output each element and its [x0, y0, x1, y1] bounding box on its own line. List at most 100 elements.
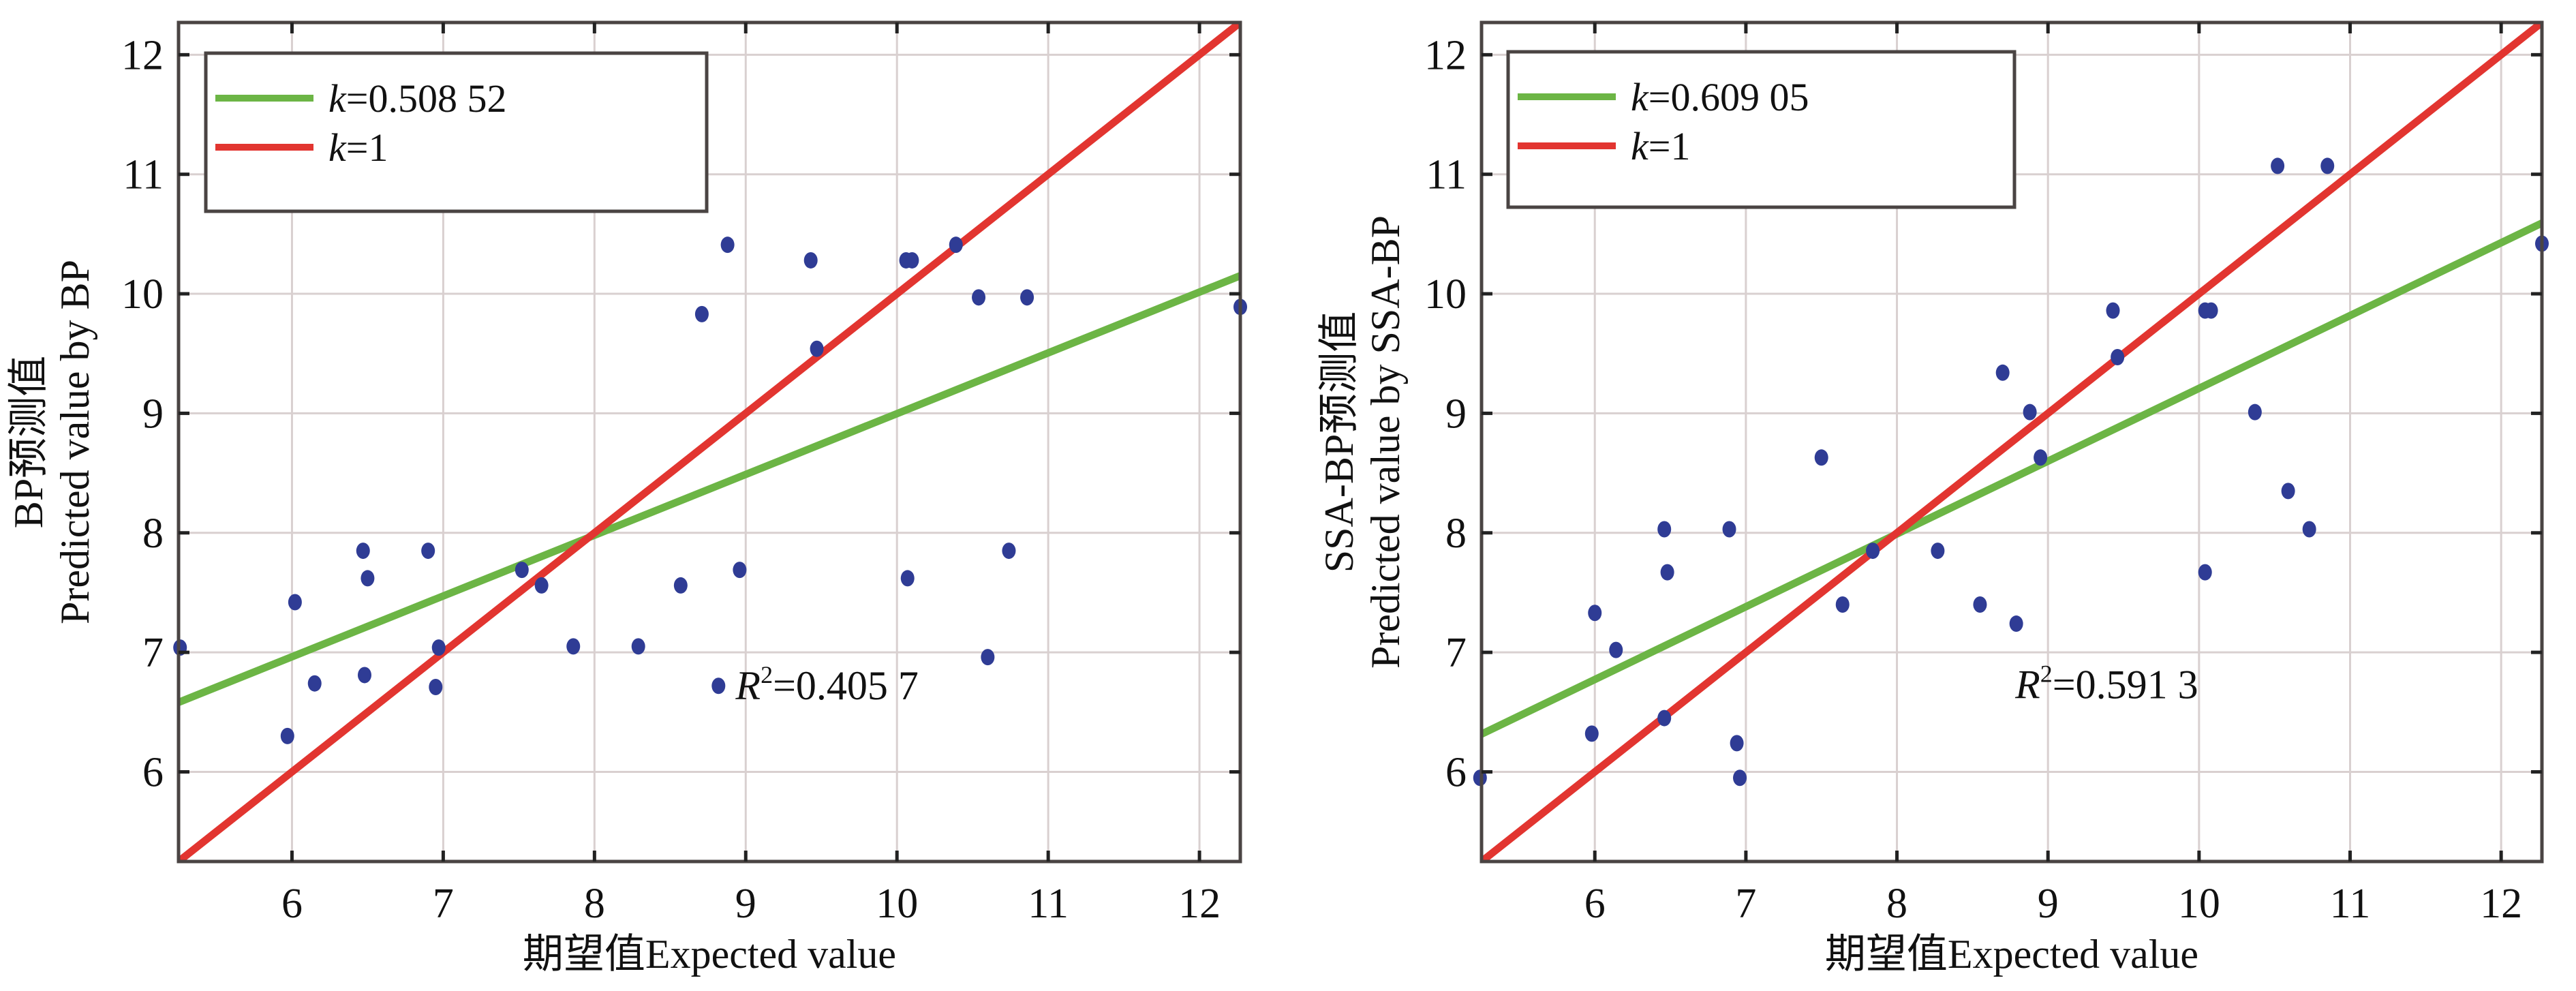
data-point	[1660, 564, 1674, 581]
y-tick-label: 7	[142, 630, 164, 676]
legend-label-identity: k=1	[328, 125, 388, 170]
x-tick-label: 8	[1886, 881, 1907, 927]
data-point	[900, 570, 915, 587]
identity-line	[179, 22, 1240, 862]
plot-frame	[177, 20, 1242, 864]
fit-line	[179, 272, 1240, 707]
data-point	[1835, 596, 1850, 613]
data-point	[2034, 449, 2048, 466]
fit-line	[1482, 219, 2542, 738]
data-point	[2281, 483, 2295, 500]
annot-sup: 2	[2040, 660, 2053, 687]
legend-value: =1	[346, 125, 388, 170]
data-point	[1931, 543, 1945, 560]
legend-value: =1	[1649, 124, 1691, 168]
data-point	[711, 677, 726, 695]
y-tick-label: 10	[1424, 271, 1467, 318]
data-point	[673, 577, 688, 594]
data-point	[2320, 157, 2335, 174]
legend-label-fit: k=0.609 05	[1631, 75, 1809, 119]
data-point	[2248, 403, 2262, 421]
y-tick-label: 9	[142, 391, 164, 437]
x-tick-label: 11	[1028, 881, 1069, 927]
data-point	[1722, 521, 1736, 538]
legend-label-fit: k=0.508 52	[328, 76, 506, 121]
legend-box	[1506, 50, 2017, 209]
data-point	[1657, 710, 1672, 727]
legend-var: k	[328, 76, 347, 121]
x-tick-label: 9	[735, 881, 756, 927]
legend: k=0.609 05 k=1	[1506, 50, 2017, 209]
y-axis-label-en: Predicted value by BP	[52, 260, 97, 624]
data-point	[1814, 449, 1828, 466]
legend-value: =0.508 52	[346, 76, 507, 121]
data-point	[2106, 302, 2120, 319]
data-point	[1020, 289, 1034, 306]
data-point	[288, 594, 302, 611]
lines	[179, 22, 1240, 862]
y-axis-label-cn: BP预测值	[6, 356, 51, 528]
annot-value: =0.591 3	[2053, 662, 2198, 707]
data-point	[2111, 348, 2125, 365]
annot-var: R	[735, 663, 761, 708]
y-tick-label: 8	[1445, 510, 1467, 557]
data-point	[694, 305, 709, 322]
data-point	[631, 638, 645, 655]
data-point	[905, 251, 919, 269]
legend: k=0.508 52 k=1	[204, 51, 709, 213]
x-tick-label: 6	[281, 881, 303, 927]
y-tick-label: 7	[1445, 630, 1467, 676]
data-point	[361, 570, 375, 587]
data-point	[307, 675, 322, 692]
annot-var: R	[2014, 662, 2040, 707]
legend-var: k	[1631, 75, 1649, 119]
data-point	[2198, 564, 2212, 581]
data-point	[280, 727, 294, 744]
y-tick-label: 11	[1426, 152, 1467, 198]
x-tick-label: 9	[2038, 881, 2059, 927]
x-tick-label: 6	[1584, 881, 1606, 927]
y-tick-label: 6	[1445, 749, 1467, 795]
x-tick-label: 10	[2178, 881, 2220, 927]
data-point	[1657, 521, 1672, 538]
grid	[179, 22, 1240, 862]
legend-label-identity: k=1	[1631, 124, 1690, 168]
data-point	[1733, 769, 1747, 787]
r-squared-annotation: R2=0.405 7	[735, 661, 919, 708]
x-tick-label: 7	[433, 881, 454, 927]
data-point	[1866, 543, 1880, 560]
data-point	[534, 577, 549, 594]
r-squared-annotation: R2=0.591 3	[2014, 660, 2198, 707]
data-point	[733, 562, 747, 579]
y-tick-label: 12	[1424, 32, 1467, 78]
x-tick-label: 12	[2480, 881, 2522, 927]
annot-sup: 2	[761, 661, 773, 688]
grid	[1482, 22, 2542, 862]
x-tick-label: 10	[876, 881, 918, 927]
data-point	[972, 289, 986, 306]
data-point	[2302, 521, 2316, 538]
data-point	[1995, 364, 2010, 381]
data-point	[566, 638, 581, 655]
data-point	[981, 649, 995, 666]
points	[1473, 157, 2549, 787]
data-point	[431, 639, 446, 656]
y-tick-label: 6	[142, 749, 164, 795]
y-axis-label-cn: SSA-BP预测值	[1317, 311, 1362, 573]
x-tick-label: 12	[1178, 881, 1221, 927]
legend-var: k	[328, 125, 347, 170]
data-point	[1730, 735, 1744, 752]
data-point	[357, 667, 371, 684]
data-point	[356, 543, 370, 560]
x-tick-label: 7	[1735, 881, 1756, 927]
data-point	[2271, 157, 2285, 174]
data-point	[1584, 725, 1599, 742]
y-axis-label-en: Predicted value by SSA-BP	[1363, 215, 1408, 669]
data-point	[1002, 543, 1016, 560]
data-point	[810, 340, 824, 357]
data-point	[2023, 403, 2037, 421]
y-tick-label: 9	[1445, 391, 1467, 437]
